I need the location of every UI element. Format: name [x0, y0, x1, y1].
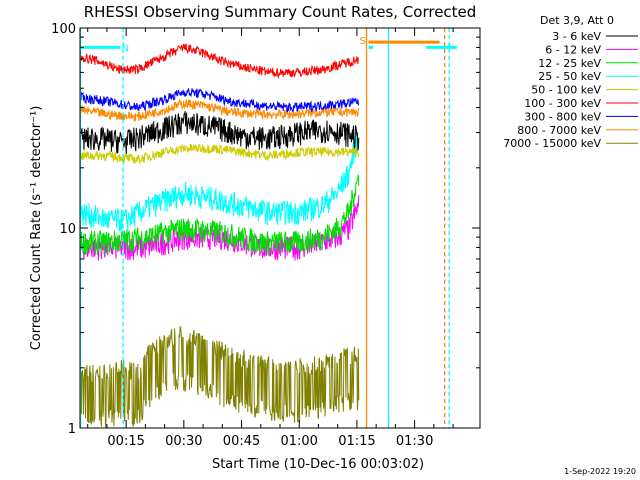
series-50-100-kevline — [79, 143, 360, 164]
y-tick-label: 1 — [68, 422, 76, 437]
axis-layer: 00:15 00:30 00:45 01:00 01:15 01:30 1 10 100 — [51, 22, 480, 449]
legend-label: 6 - 12 keV — [545, 43, 601, 56]
flag-label-0: S — [360, 36, 366, 47]
chart-title: RHESSI Observing Summary Count Rates, Co… — [84, 3, 477, 21]
y-tick-label: 100 — [51, 22, 76, 37]
series-800-7000-kevline — [79, 98, 360, 122]
x-tick-label: 01:30 — [396, 434, 433, 449]
x-tick-label: 00:15 — [107, 434, 144, 449]
legend-label: 25 - 50 keV — [538, 70, 601, 83]
series-12-25-kevline — [79, 174, 360, 256]
x-tick-label: 01:15 — [338, 434, 375, 449]
legend-label: 800 - 7000 keV — [517, 124, 601, 137]
legend-label: 50 - 100 keV — [531, 84, 601, 97]
series-100-300-kevline — [79, 43, 359, 80]
y-axis-label: Corrected Count Rate (s⁻¹ detector⁻¹) — [29, 106, 44, 351]
series-7000-15000-kevline — [79, 326, 360, 429]
series-3-6-kevline — [79, 111, 360, 155]
plot-frame — [79, 27, 481, 429]
overlay-layer: SN — [79, 28, 457, 428]
legend-title: Det 3,9, Att 0 — [540, 14, 614, 27]
legend-label: 3 - 6 keV — [552, 30, 601, 43]
footer-timestamp: 1-Sep-2022 19:20 — [564, 467, 636, 476]
x-tick-label: 00:30 — [165, 434, 202, 449]
series-layer — [79, 43, 360, 429]
x-tick-label: 01:00 — [280, 434, 317, 449]
flag-label-1: N — [122, 43, 129, 54]
series-25-50-kevline — [79, 132, 360, 232]
legend-label: 300 - 800 keV — [524, 110, 601, 123]
x-tick-label: 00:45 — [223, 434, 260, 449]
legend-label: 12 - 25 keV — [538, 57, 601, 70]
legend-label: 100 - 300 keV — [524, 97, 601, 110]
legend-label: 7000 - 15000 keV — [503, 137, 601, 150]
x-axis-label: Start Time (10-Dec-16 00:03:02) — [212, 457, 424, 472]
y-tick-label: 10 — [59, 222, 76, 237]
series-300-800-kevline — [79, 88, 360, 113]
